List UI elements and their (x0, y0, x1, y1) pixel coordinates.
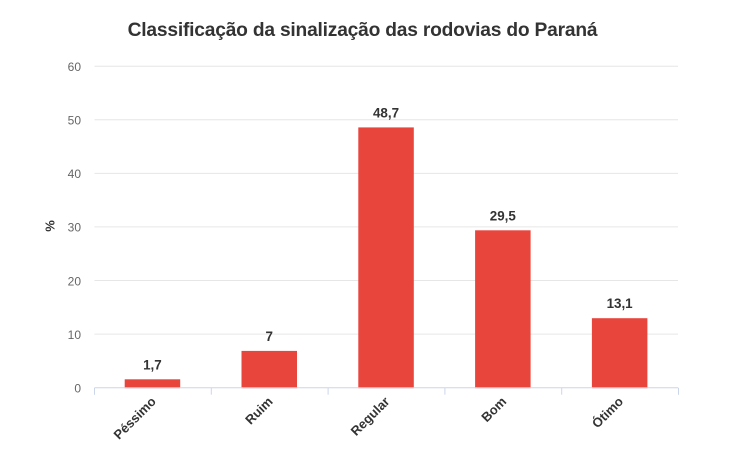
svg-text:7: 7 (265, 329, 272, 344)
svg-text:60: 60 (68, 60, 82, 74)
svg-text:%: % (42, 220, 57, 232)
svg-text:48,7: 48,7 (373, 105, 399, 120)
svg-text:40: 40 (68, 167, 82, 181)
svg-text:13,1: 13,1 (607, 296, 634, 311)
svg-text:20: 20 (68, 274, 82, 288)
svg-text:50: 50 (68, 114, 82, 128)
svg-text:1,7: 1,7 (143, 357, 162, 372)
svg-text:0: 0 (74, 382, 81, 396)
svg-text:Classificação da sinalização d: Classificação da sinalização das rodovia… (128, 20, 598, 41)
svg-text:10: 10 (68, 328, 82, 342)
svg-text:29,5: 29,5 (490, 208, 517, 223)
svg-text:30: 30 (68, 221, 82, 235)
